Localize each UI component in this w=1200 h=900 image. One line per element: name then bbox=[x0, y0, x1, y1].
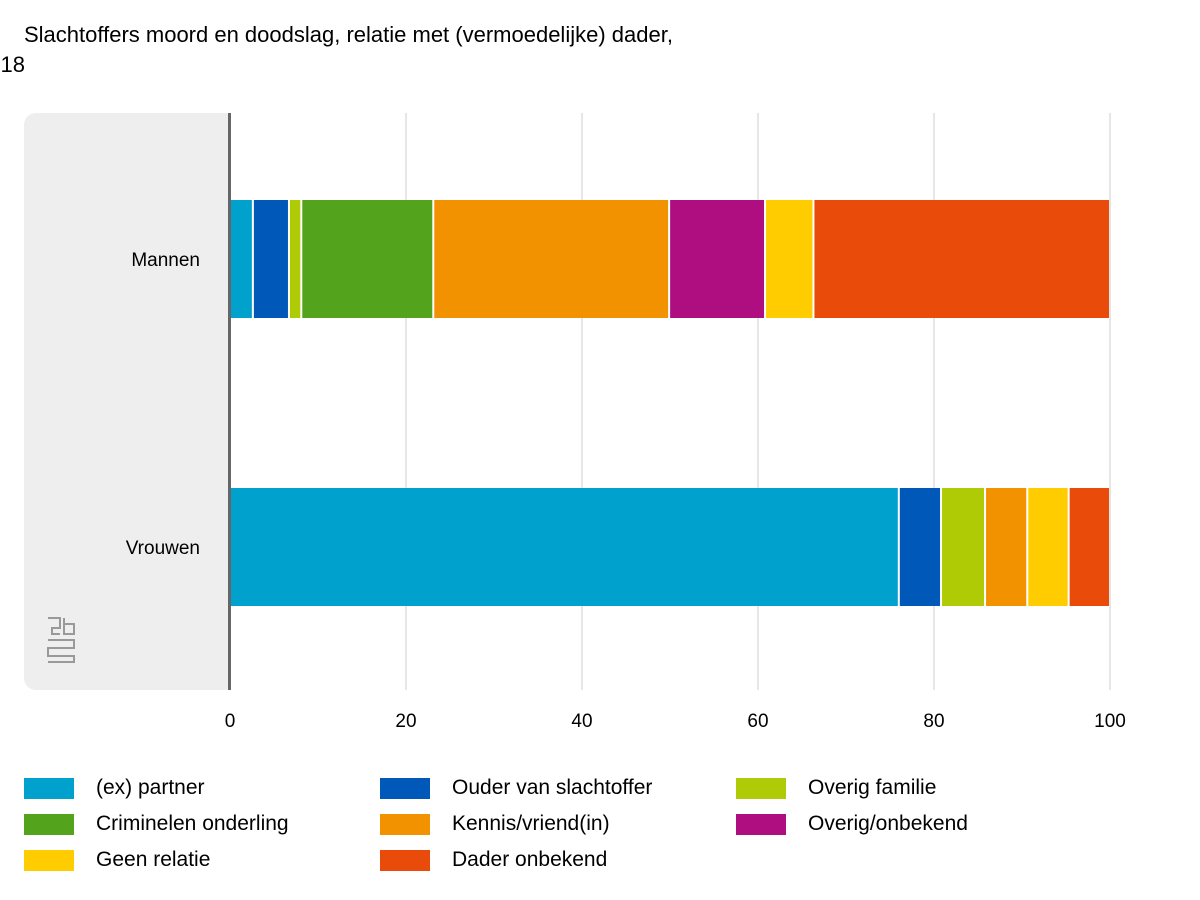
bar-segment bbox=[1069, 488, 1109, 606]
legend-swatch bbox=[24, 849, 74, 871]
legend-item[interactable]: Ouder van slachtoffer bbox=[380, 776, 652, 800]
legend-item[interactable]: Kennis/vriend(in) bbox=[380, 812, 610, 836]
legend-swatch bbox=[380, 777, 430, 799]
bar-segment bbox=[231, 488, 898, 606]
bar-segment bbox=[814, 200, 1109, 318]
legend-swatch bbox=[380, 813, 430, 835]
legend-item[interactable]: Dader onbekend bbox=[380, 848, 607, 872]
legend-swatch bbox=[736, 813, 786, 835]
legend-label: Dader onbekend bbox=[452, 848, 608, 871]
title-line-2: 2018 bbox=[0, 52, 25, 77]
bar-segment bbox=[766, 200, 813, 318]
bar-chart: 0 20 40 60 80 100 Mannen Vrouwen bbox=[47, 113, 1126, 732]
legend-swatch bbox=[24, 813, 74, 835]
legend-swatch bbox=[380, 849, 430, 871]
bar-segment bbox=[302, 200, 433, 318]
bar-segment bbox=[1028, 488, 1068, 606]
bar-segment bbox=[231, 200, 252, 318]
legend-label: Kennis/vriend(in) bbox=[452, 812, 610, 835]
x-tick-label: 100 bbox=[1094, 711, 1126, 732]
category-label: Mannen bbox=[131, 250, 200, 271]
legend-item[interactable]: Geen relatie bbox=[24, 848, 210, 872]
x-tick-label: 0 bbox=[225, 711, 236, 732]
category-label: Vrouwen bbox=[126, 538, 200, 559]
legend-item[interactable]: Criminelen onderling bbox=[24, 812, 289, 836]
legend-label: (ex) partner bbox=[96, 776, 205, 799]
legend-label: Criminelen onderling bbox=[96, 812, 289, 835]
legend-label: Geen relatie bbox=[96, 848, 211, 871]
legend-swatch bbox=[736, 777, 786, 799]
chart-title: Slachtoffers moord en doodslag, relatie … bbox=[0, 20, 800, 80]
bar-segment bbox=[670, 200, 765, 318]
legend-label: Overig/onbekend bbox=[808, 812, 968, 835]
legend-item[interactable]: Overig familie bbox=[736, 776, 936, 800]
cbs-logo-icon bbox=[47, 617, 75, 663]
title-line-1: Slachtoffers moord en doodslag, relatie … bbox=[24, 22, 673, 47]
legend-swatch bbox=[24, 777, 74, 799]
bar-segment bbox=[434, 200, 669, 318]
legend-item[interactable]: (ex) partner bbox=[24, 776, 205, 800]
legend-label: Overig familie bbox=[808, 776, 937, 799]
category-panel bbox=[24, 113, 230, 690]
bar-segment bbox=[899, 488, 941, 606]
bar-segment bbox=[289, 200, 301, 318]
bar-segment bbox=[986, 488, 1027, 606]
x-tick-label: 40 bbox=[571, 711, 592, 732]
legend-label: Ouder van slachtoffer bbox=[452, 776, 653, 799]
x-tick-label: 20 bbox=[395, 711, 416, 732]
bar-segment bbox=[253, 200, 288, 318]
bar-segment bbox=[942, 488, 985, 606]
legend-item[interactable]: Overig/onbekend bbox=[736, 812, 968, 836]
x-tick-label: 80 bbox=[923, 711, 944, 732]
x-tick-label: 60 bbox=[747, 711, 768, 732]
